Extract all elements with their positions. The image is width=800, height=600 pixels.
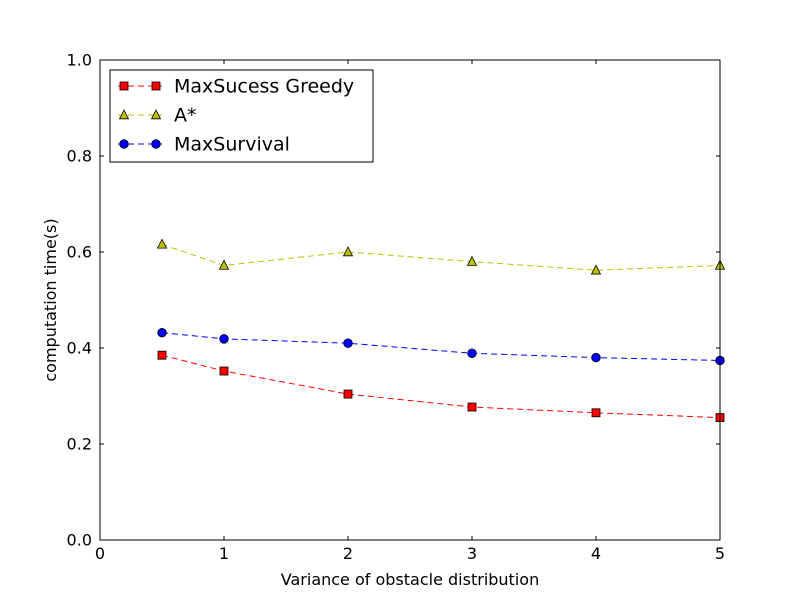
data-point	[218, 259, 230, 270]
y-tick-label: 0.8	[67, 147, 92, 166]
legend-label: MaxSucess Greedy	[174, 76, 354, 98]
data-point	[219, 334, 229, 344]
data-point	[466, 255, 478, 266]
x-tick-label: 2	[343, 544, 353, 563]
legend-marker	[150, 109, 162, 120]
data-point	[590, 264, 602, 275]
data-point	[343, 338, 353, 348]
legend-label: A*	[174, 105, 197, 127]
y-tick-label: 0.4	[67, 339, 92, 358]
y-tick-label: 0.6	[67, 243, 92, 262]
x-tick-label: 3	[467, 544, 477, 563]
data-point	[342, 246, 354, 257]
series-line	[161, 332, 721, 361]
legend-marker	[119, 81, 129, 91]
legend-label: MaxSurvival	[174, 134, 290, 156]
legend-marker	[118, 109, 130, 120]
x-tick-label: 0	[95, 544, 105, 563]
data-point	[219, 366, 229, 376]
y-tick-label: 0.0	[67, 531, 92, 550]
data-point	[591, 352, 601, 363]
tick-layer: 0 1 2 3 4 5 0.0 0.2 0.4 0.6 0.8 1.0	[67, 51, 726, 564]
data-point	[157, 350, 167, 360]
legend-marker	[151, 81, 161, 91]
x-tick-label: 4	[591, 544, 601, 563]
legend: MaxSucess Greedy A* MaxSurvival	[109, 69, 374, 163]
series-line	[161, 243, 721, 271]
x-tick-label: 5	[715, 544, 725, 563]
y-axis-label: computation time(s)	[41, 218, 60, 381]
data-point	[157, 327, 167, 338]
y-tick-label: 0.2	[67, 435, 92, 454]
data-point	[591, 408, 601, 418]
data-point	[156, 238, 168, 249]
plot-frame	[99, 59, 721, 541]
series-line	[161, 354, 721, 419]
data-point	[467, 348, 477, 358]
y-tick-label: 1.0	[67, 51, 92, 70]
data-point	[343, 389, 353, 399]
x-axis-label: Variance of obstacle distribution	[281, 570, 539, 589]
x-tick-label: 1	[219, 544, 229, 563]
legend-marker	[151, 139, 161, 149]
legend-marker	[119, 139, 129, 149]
data-point	[467, 402, 477, 412]
